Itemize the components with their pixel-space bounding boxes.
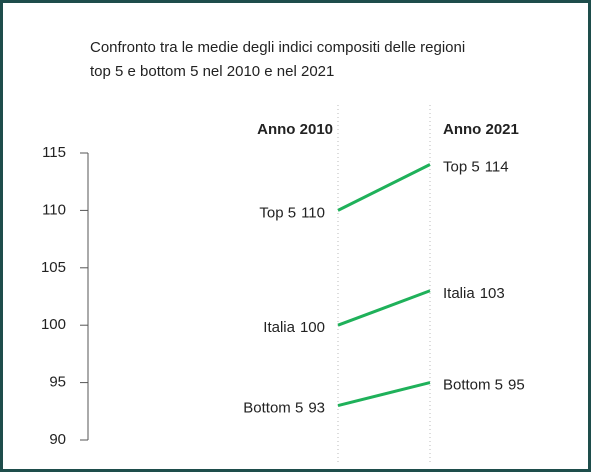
value-label: 114	[485, 158, 509, 175]
data-label: Top 5 110	[259, 204, 325, 221]
data-label: Bottom 5 93	[243, 400, 325, 417]
chart-title: Confronto tra le medie degli indici comp…	[90, 39, 465, 56]
series-name: Bottom 5	[443, 377, 503, 394]
value-label: 100	[300, 319, 325, 336]
value-label: 103	[480, 285, 505, 302]
slope-line	[337, 381, 431, 408]
series-name: Italia	[263, 319, 295, 336]
slope-line	[337, 289, 431, 327]
slope-line	[337, 163, 431, 212]
y-tick-label: 105	[41, 259, 66, 276]
y-tick-label: 100	[41, 316, 66, 333]
value-label: 110	[301, 204, 325, 221]
value-label: 95	[508, 377, 525, 394]
data-label: Bottom 5 95	[443, 377, 525, 394]
y-tick-label: 90	[49, 431, 66, 448]
y-tick-label: 115	[42, 144, 66, 161]
data-label: Italia 103	[443, 285, 505, 302]
series-name: Top 5	[443, 158, 480, 175]
value-label: 93	[308, 400, 325, 417]
series-name: Top 5	[259, 204, 296, 221]
chart-title: top 5 e bottom 5 nel 2010 e nel 2021	[90, 63, 334, 80]
column-header: Anno 2021	[443, 121, 519, 138]
column-header: Anno 2010	[257, 121, 333, 138]
y-tick-label: 95	[49, 374, 66, 391]
series-name: Italia	[443, 285, 475, 302]
y-tick-label: 110	[42, 201, 66, 218]
series-name: Bottom 5	[243, 400, 303, 417]
data-label: Top 5 114	[443, 158, 509, 175]
data-label: Italia 100	[263, 319, 325, 336]
